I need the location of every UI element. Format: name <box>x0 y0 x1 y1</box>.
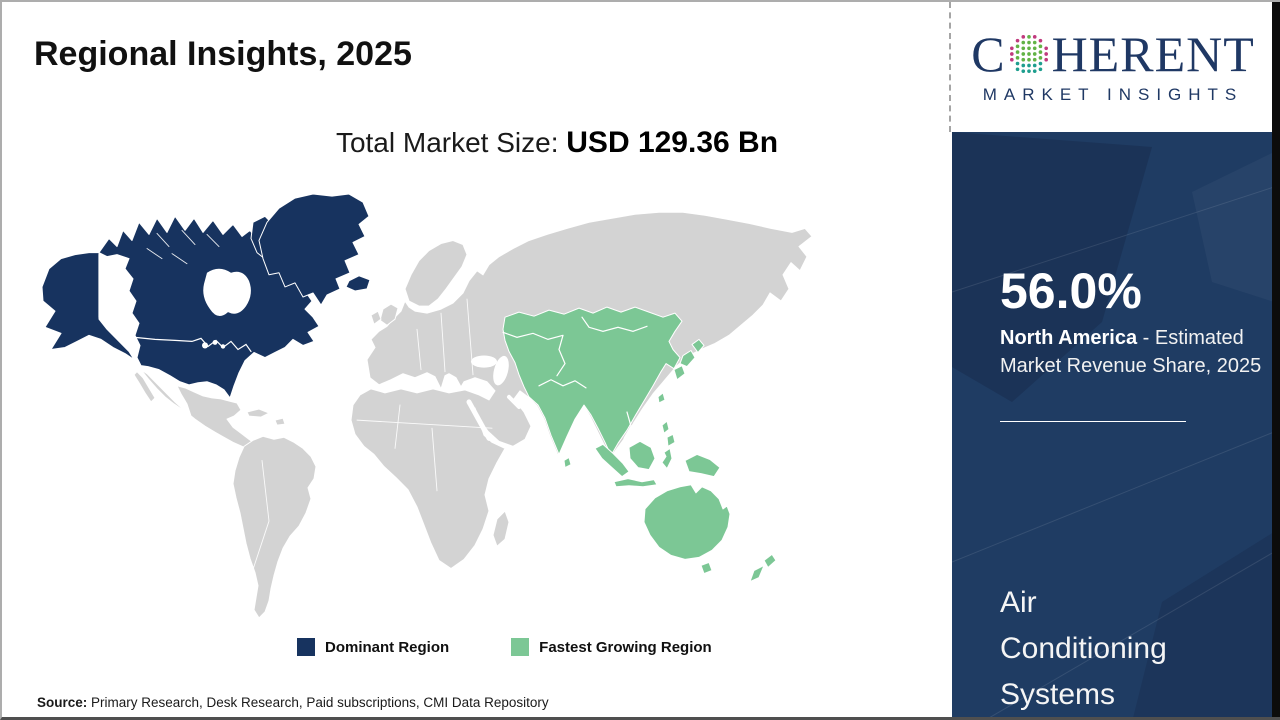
region-java <box>613 478 658 488</box>
logo-divider-dashed <box>949 2 951 132</box>
great-lake-3 <box>220 344 226 349</box>
world-map <box>37 188 817 624</box>
region-taiwan <box>657 392 666 404</box>
legend-item-dominant: Dominant Region <box>297 638 449 656</box>
region-borneo <box>628 440 656 471</box>
region-philippines <box>661 420 676 447</box>
revenue-share-description: North America - Estimated Market Revenue… <box>1000 324 1264 380</box>
total-market-size-value: USD 129.36 Bn <box>566 126 779 159</box>
africa-borders <box>356 404 493 492</box>
total-market-size: Total Market Size: USD 129.36 Bn <box>162 126 952 160</box>
cmi-logo-wordmark: C HERENT <box>971 29 1255 79</box>
logo-letter-c: C <box>971 26 1006 82</box>
region-new-guinea <box>684 453 721 478</box>
region-new-zealand <box>749 553 777 583</box>
great-lake-1 <box>202 342 208 349</box>
region-cuba <box>246 408 270 418</box>
region-baja-california <box>133 371 156 403</box>
sidebar-map-texture <box>952 132 1274 717</box>
region-south-america <box>232 435 317 619</box>
region-madagascar <box>492 510 510 547</box>
source-text: Primary Research, Desk Research, Paid su… <box>87 695 549 710</box>
page-title: Regional Insights, 2025 <box>34 35 412 73</box>
region-alaska <box>41 252 135 361</box>
source-label: Source: <box>37 695 88 710</box>
market-name: Air Conditioning Systems Market <box>1000 586 1167 711</box>
total-market-size-label: Total Market Size: <box>335 127 567 158</box>
dominant-region-swatch <box>297 638 315 656</box>
sidebar-divider <box>1000 421 1186 422</box>
logo-letters-herent: HERENT <box>1051 26 1255 82</box>
us-canada-border <box>134 336 252 353</box>
south-america-borders <box>252 460 270 570</box>
black-sea <box>471 355 497 368</box>
region-mexico-central-america <box>140 369 257 451</box>
sidebar-panel: 56.0% North America - Estimated Market R… <box>952 132 1274 717</box>
great-lake-2 <box>212 339 218 345</box>
dominant-region-label: Dominant Region <box>325 638 450 656</box>
region-asia-pacific <box>502 306 683 456</box>
arctic-island-channels <box>146 229 220 265</box>
fastest-growing-region-label: Fastest Growing Region <box>539 638 712 656</box>
map-legend: Dominant Region Fastest Growing Region <box>297 638 712 656</box>
revenue-share-value: 56.0% <box>1000 263 1142 319</box>
cmi-logo: C HERENT MARKET INSIGHTS <box>952 2 1274 132</box>
region-australia <box>643 484 731 560</box>
revenue-share-region: North America <box>1000 327 1138 349</box>
legend-item-fastest-growing: Fastest Growing Region <box>511 638 712 656</box>
region-sulawesi <box>661 447 673 470</box>
persian-gulf <box>507 394 521 410</box>
right-edge-strip <box>1272 2 1280 717</box>
world-map-svg <box>41 193 813 619</box>
red-sea <box>466 399 492 441</box>
region-scandinavia <box>404 239 468 307</box>
asia-country-borders <box>502 316 648 439</box>
region-hispaniola <box>274 417 286 426</box>
region-sumatra <box>594 443 630 478</box>
logo-globe-icon <box>1009 35 1048 73</box>
revenue-share-desc-text: - Estimated Market Revenue Share, 2025 <box>1000 327 1262 377</box>
region-tasmania <box>700 561 713 575</box>
region-iceland <box>345 275 371 292</box>
region-japan <box>673 338 705 381</box>
cmi-logo-subtitle: MARKET INSIGHTS <box>982 85 1244 104</box>
hudson-bay <box>203 268 251 317</box>
source-note: Source: Primary Research, Desk Research,… <box>37 695 549 710</box>
region-ireland <box>370 310 382 325</box>
region-greenland <box>258 193 370 306</box>
region-sri-lanka <box>563 456 572 469</box>
fastest-growing-region-swatch <box>511 638 530 656</box>
caspian-sea <box>493 355 509 386</box>
